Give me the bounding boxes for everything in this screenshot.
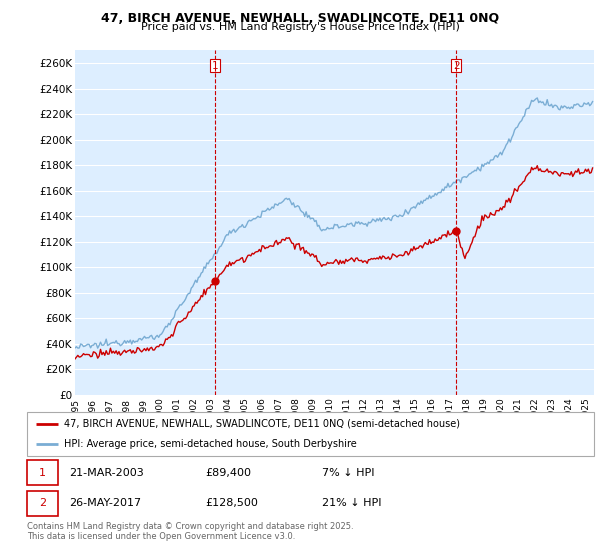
Text: HPI: Average price, semi-detached house, South Derbyshire: HPI: Average price, semi-detached house,… [64, 439, 356, 449]
FancyBboxPatch shape [27, 491, 58, 516]
Text: 21% ↓ HPI: 21% ↓ HPI [322, 498, 382, 508]
Text: 2: 2 [39, 498, 46, 508]
Text: £89,400: £89,400 [206, 468, 251, 478]
FancyBboxPatch shape [27, 460, 58, 485]
Text: 1: 1 [39, 468, 46, 478]
Text: 7% ↓ HPI: 7% ↓ HPI [322, 468, 374, 478]
Text: Contains HM Land Registry data © Crown copyright and database right 2025.
This d: Contains HM Land Registry data © Crown c… [27, 522, 353, 542]
Text: 47, BIRCH AVENUE, NEWHALL, SWADLINCOTE, DE11 0NQ: 47, BIRCH AVENUE, NEWHALL, SWADLINCOTE, … [101, 12, 499, 25]
Text: Price paid vs. HM Land Registry's House Price Index (HPI): Price paid vs. HM Land Registry's House … [140, 22, 460, 32]
Text: 26-MAY-2017: 26-MAY-2017 [70, 498, 142, 508]
Text: 1: 1 [212, 60, 218, 71]
Text: 47, BIRCH AVENUE, NEWHALL, SWADLINCOTE, DE11 0NQ (semi-detached house): 47, BIRCH AVENUE, NEWHALL, SWADLINCOTE, … [64, 419, 460, 429]
Text: 2: 2 [453, 60, 460, 71]
Text: 21-MAR-2003: 21-MAR-2003 [70, 468, 144, 478]
Text: £128,500: £128,500 [206, 498, 259, 508]
